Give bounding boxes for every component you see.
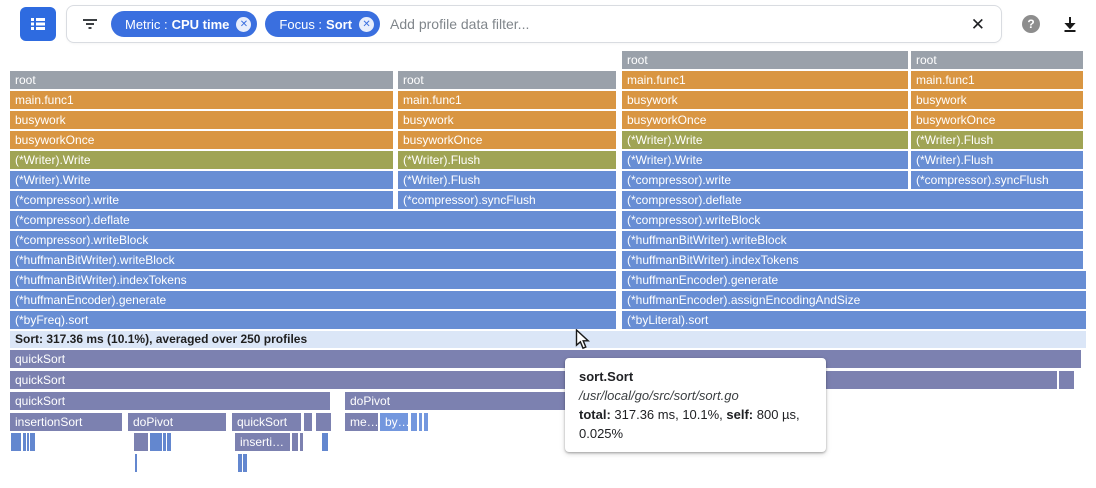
flame-frame[interactable]: by… [380, 413, 408, 431]
flame-frame[interactable]: (*compressor).syncFlush [911, 171, 1083, 189]
flame-frame[interactable]: (*Writer).Flush [911, 151, 1083, 169]
filter-chip-focus[interactable]: Focus : Sort ✕ [265, 11, 381, 37]
flame-frame[interactable]: Sort: 317.36 ms (10.1%), averaged over 2… [10, 331, 1086, 348]
flame-frame[interactable]: (*byFreq).sort [10, 311, 616, 329]
flame-frame[interactable]: (*huffmanBitWriter).indexTokens [622, 251, 1083, 269]
flame-frame[interactable] [167, 433, 171, 451]
chip-label: Focus : [279, 16, 323, 32]
flame-frame[interactable]: quickSort [10, 371, 1057, 389]
flame-frame[interactable]: (*compressor).deflate [10, 211, 616, 229]
download-icon [1064, 16, 1076, 32]
flame-frame[interactable] [30, 433, 35, 451]
filter-input[interactable] [388, 15, 967, 33]
flame-frame[interactable]: busywork [622, 91, 908, 109]
flame-frame[interactable]: root [911, 51, 1083, 69]
remove-chip-icon[interactable]: ✕ [359, 16, 375, 32]
flame-frame[interactable] [134, 433, 148, 451]
flame-frame[interactable]: (*compressor).writeBlock [622, 211, 1083, 229]
chip-label: Metric : [125, 16, 168, 32]
help-icon[interactable]: ? [1022, 15, 1040, 33]
flame-frame[interactable]: (*Writer).Flush [398, 171, 616, 189]
flame-frame[interactable]: (*Writer).Flush [911, 131, 1083, 149]
flame-frame[interactable]: (*Writer).Flush [398, 151, 616, 169]
flame-frame[interactable] [135, 454, 137, 472]
flame-frame[interactable] [322, 433, 328, 451]
flame-frame[interactable]: (*byLiteral).sort [622, 311, 1086, 329]
flame-frame[interactable]: (*huffmanBitWriter).indexTokens [10, 271, 616, 289]
flame-frame[interactable]: root [622, 51, 908, 69]
flame-frame[interactable] [23, 433, 26, 451]
flame-frame[interactable]: root [10, 71, 393, 89]
flame-frame[interactable]: quickSort [10, 350, 1081, 368]
toolbar: Metric : CPU time ✕ Focus : Sort ✕ ✕ ? [0, 0, 1096, 48]
remove-chip-icon[interactable]: ✕ [236, 16, 252, 32]
flame-frame[interactable]: main.func1 [622, 71, 908, 89]
list-view-button[interactable] [20, 7, 56, 41]
flame-frame[interactable]: (*Writer).Write [622, 151, 908, 169]
filter-list-icon [81, 16, 99, 32]
clear-filters-icon[interactable]: ✕ [970, 14, 985, 34]
flame-frame[interactable]: inserti… [235, 433, 290, 451]
flame-frame[interactable]: busyworkOnce [398, 131, 616, 149]
flame-frame[interactable] [243, 454, 247, 472]
flame-frame[interactable]: (*Writer).Write [10, 171, 393, 189]
tooltip-function-name: sort.Sort [579, 369, 634, 384]
flame-frame[interactable]: main.func1 [911, 71, 1083, 89]
flame-frame[interactable] [419, 413, 422, 431]
flame-frame[interactable]: busyworkOnce [911, 111, 1083, 129]
flame-frame[interactable]: (*huffmanEncoder).generate [622, 271, 1086, 289]
flame-frame[interactable] [304, 413, 312, 431]
flame-frame[interactable] [292, 433, 298, 451]
flame-frame[interactable] [238, 454, 242, 472]
download-button[interactable] [1062, 16, 1078, 33]
filter-chip-metric[interactable]: Metric : CPU time ✕ [111, 11, 258, 37]
flame-frame[interactable]: busyworkOnce [622, 111, 908, 129]
flame-frame[interactable]: (*huffmanBitWriter).writeBlock [622, 231, 1083, 249]
flame-frame[interactable] [27, 433, 29, 451]
flame-frame[interactable] [411, 413, 417, 431]
flame-frame[interactable]: busyworkOnce [10, 131, 393, 149]
flame-frame[interactable] [300, 433, 303, 451]
flame-frame[interactable]: busywork [10, 111, 393, 129]
flame-frame[interactable] [163, 433, 166, 451]
flame-frame[interactable]: (*compressor).writeBlock [10, 231, 616, 249]
flame-frame[interactable]: me… [345, 413, 378, 431]
flame-frame[interactable] [1059, 371, 1074, 389]
flame-frame[interactable] [424, 413, 428, 431]
tooltip-source-path: /usr/local/go/src/sort/sort.go [579, 388, 739, 403]
flame-frame[interactable]: (*huffmanEncoder).assignEncodingAndSize [622, 291, 1086, 309]
flame-frame[interactable]: (*compressor).write [622, 171, 908, 189]
flame-frame[interactable]: main.func1 [10, 91, 393, 109]
flame-frame[interactable]: (*huffmanEncoder).generate [10, 291, 616, 309]
flame-frame[interactable]: quickSort [10, 392, 330, 410]
flame-frame[interactable]: (*compressor).write [10, 191, 393, 209]
list-icon [31, 18, 45, 30]
flame-frame[interactable] [11, 433, 21, 451]
flame-frame[interactable]: (*compressor).syncFlush [398, 191, 616, 209]
flame-frame[interactable]: (*compressor).deflate [622, 191, 1083, 209]
flame-frame[interactable]: (*Writer).Write [10, 151, 393, 169]
flame-frame[interactable]: busywork [398, 111, 616, 129]
flame-frame[interactable]: (*huffmanBitWriter).writeBlock [10, 251, 616, 269]
flame-frame[interactable]: insertionSort [10, 413, 122, 431]
chip-value: CPU time [171, 16, 230, 32]
flame-frame[interactable]: root [398, 71, 616, 89]
chip-value: Sort [326, 16, 353, 32]
flame-frame[interactable]: doPivot [128, 413, 226, 431]
tooltip-stats: total: 317.36 ms, 10.1%, self: 800 µs, 0… [579, 407, 800, 441]
flame-frame[interactable] [316, 413, 331, 431]
filter-bar[interactable]: Metric : CPU time ✕ Focus : Sort ✕ ✕ [66, 5, 1002, 43]
flame-frame[interactable]: main.func1 [398, 91, 616, 109]
flame-frame[interactable] [150, 433, 162, 451]
flame-frame[interactable]: busywork [911, 91, 1083, 109]
flame-frame[interactable]: quickSort [232, 413, 301, 431]
flame-frame[interactable]: (*Writer).Write [622, 131, 908, 149]
tooltip: sort.Sort /usr/local/go/src/sort/sort.go… [565, 358, 826, 452]
